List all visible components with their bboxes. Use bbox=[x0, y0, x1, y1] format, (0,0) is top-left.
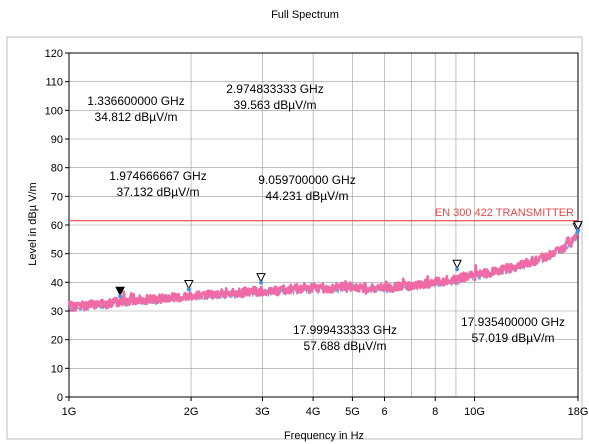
x-axis-ticks: 1G 2G 3G 4G 5G 6 8 10G 18G bbox=[62, 397, 589, 418]
y-tick-label: 10 bbox=[51, 363, 63, 375]
x-tick-label: 5G bbox=[345, 406, 360, 418]
marker-triangle-2 bbox=[184, 280, 194, 290]
marker-point-4 bbox=[455, 267, 460, 272]
limit-line-label: EN 300 422 TRANSMITTER bbox=[435, 207, 574, 219]
y-axis-label: Level in dBµ V/m bbox=[27, 182, 39, 265]
annotation-3-freq: 1.974666667 GHz bbox=[109, 169, 206, 183]
y-tick-label: 100 bbox=[45, 105, 63, 117]
marker-point-6 bbox=[575, 228, 580, 233]
annotation-3: 1.974666667 GHz 37.132 dBµV/m bbox=[109, 169, 206, 199]
annotation-2-freq: 2.974833333 GHz bbox=[226, 82, 323, 96]
x-tick-label: 1G bbox=[62, 406, 77, 418]
y-tick-label: 20 bbox=[51, 335, 63, 347]
marker-triangle-1 bbox=[115, 286, 125, 297]
series-trace bbox=[67, 230, 580, 313]
annotation-6-freq: 17.935400000 GHz bbox=[461, 315, 565, 329]
series-layer bbox=[67, 230, 580, 313]
y-tick-label: 30 bbox=[51, 306, 63, 318]
y-tick-label: 80 bbox=[51, 163, 63, 175]
annotation-4-level: 44.231 dBµV/m bbox=[266, 189, 349, 203]
marker-triangle-6 bbox=[573, 221, 583, 231]
annotation-4-freq: 9.059700000 GHz bbox=[258, 173, 355, 187]
marker-triangle-4 bbox=[452, 259, 462, 270]
x-tick-label: 2G bbox=[184, 406, 199, 418]
y-tick-label: 90 bbox=[51, 134, 63, 146]
markers-layer bbox=[115, 221, 583, 299]
marker-point-1 bbox=[118, 294, 123, 299]
x-tick-label: 18G bbox=[568, 406, 589, 418]
y-tick-label: 50 bbox=[51, 249, 63, 261]
y-tick-label: 40 bbox=[51, 277, 63, 289]
marker-point-3 bbox=[258, 280, 263, 285]
marker-triangle-3 bbox=[256, 273, 266, 283]
y-axis-ticks: 0 10 20 30 40 50 60 70 80 90 100 110 120 bbox=[45, 48, 69, 404]
annotation-2: 2.974833333 GHz 39.563 dBµV/m bbox=[226, 82, 323, 112]
annotation-1-freq: 1.336600000 GHz bbox=[87, 94, 184, 108]
x-tick-label: 8 bbox=[432, 406, 438, 418]
annotation-5-freq: 17.999433333 GHz bbox=[293, 323, 397, 337]
x-tick-label: 4G bbox=[306, 406, 321, 418]
x-tick-label: 6 bbox=[381, 406, 387, 418]
x-axis-label: Frequency in Hz bbox=[284, 430, 364, 442]
annotation-5: 17.999433333 GHz 57.688 dBµV/m bbox=[293, 323, 397, 353]
annotation-6: 17.935400000 GHz 57.019 dBµV/m bbox=[461, 315, 565, 345]
annotation-4: 9.059700000 GHz 44.231 dBµV/m bbox=[258, 173, 355, 203]
y-tick-label: 110 bbox=[45, 77, 63, 89]
y-tick-label: 120 bbox=[45, 48, 63, 60]
annotation-1: 1.336600000 GHz 34.812 dBµV/m bbox=[87, 94, 184, 124]
marker-point-2 bbox=[186, 287, 191, 292]
annotation-6-level: 57.019 dBµV/m bbox=[472, 331, 555, 345]
chart-title: Full Spectrum bbox=[271, 9, 339, 21]
annotation-5-level: 57.688 dBµV/m bbox=[304, 339, 387, 353]
chart-frame bbox=[6, 36, 583, 440]
y-tick-label: 70 bbox=[51, 191, 63, 203]
x-tick-label: 10G bbox=[464, 406, 485, 418]
y-tick-label: 60 bbox=[51, 220, 63, 232]
annotation-2-level: 39.563 dBµV/m bbox=[234, 98, 317, 112]
annotation-3-level: 37.132 dBµV/m bbox=[117, 185, 200, 199]
x-tick-label: 3G bbox=[255, 406, 270, 418]
annotation-1-level: 34.812 dBµV/m bbox=[95, 110, 178, 124]
y-tick-label: 0 bbox=[57, 392, 63, 404]
